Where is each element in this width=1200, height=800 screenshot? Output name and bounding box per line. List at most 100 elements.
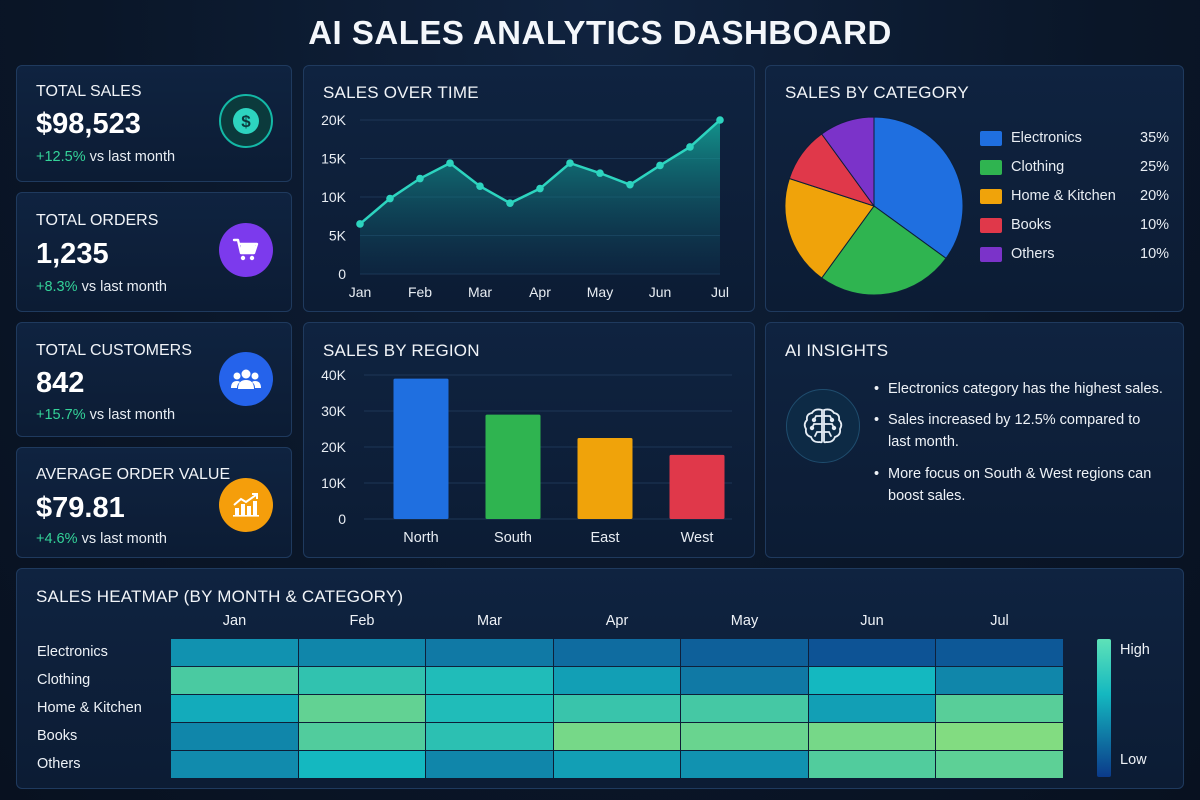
data-point: [506, 199, 514, 207]
heatmap-cell: [681, 667, 808, 694]
pie-slice: [820, 116, 875, 208]
legend-item: Books 10%: [980, 215, 1180, 235]
heatmap-cell: [681, 723, 808, 750]
heatmap-cell: [553, 751, 680, 778]
heatmap-cell: [553, 695, 680, 722]
data-point: [626, 180, 634, 189]
heatmap-cell: [808, 723, 935, 750]
x-tick-label: North: [403, 530, 438, 546]
legend-percent: 25%: [1140, 159, 1170, 175]
brain-icon: [786, 389, 860, 463]
heatmap-cell: [171, 695, 298, 722]
heatmap-low-label: Low: [1120, 752, 1147, 768]
card-title: SALES HEATMAP (BY MONTH & CATEGORY): [36, 587, 404, 606]
heatmap-row-label: Electronics: [37, 644, 108, 660]
heatmap-cell: [808, 751, 935, 778]
heatmap-cell: [171, 667, 298, 694]
y-tick-label: 20K: [321, 112, 347, 128]
heatmap-cell: [426, 667, 553, 694]
heatmap-cell: [936, 667, 1063, 694]
svg-text:$: $: [241, 112, 251, 131]
sales-by-category-card: SALES BY CATEGORY Electronics 35% Clothing…: [765, 65, 1184, 312]
kpi-value: 842: [36, 367, 85, 399]
data-point: [416, 174, 424, 183]
heatmap-column-label: Jul: [990, 613, 1009, 629]
heatmap-cell: [936, 639, 1063, 666]
x-tick-label: Jul: [711, 284, 729, 300]
data-point: [536, 184, 544, 193]
heatmap-color-scale: [1097, 639, 1111, 777]
y-tick-label: 30K: [321, 403, 347, 419]
insight-item: • Sales increased by 12.5% compared to la…: [874, 412, 1141, 450]
ai-insights-card: AI INSIGHTS • Electronics category has th…: [765, 322, 1184, 558]
sales-by-region-card: SALES BY REGION 0 10K 20K 30K 40K North South E…: [303, 322, 755, 558]
y-tick-label: 5K: [329, 228, 347, 244]
heatmap-cell: [681, 751, 808, 778]
x-tick-label: Apr: [529, 284, 551, 300]
heatmap-cell: [298, 639, 425, 666]
cart-icon: [219, 223, 273, 277]
heatmap-cell: [426, 695, 553, 722]
heatmap-cell: [808, 667, 935, 694]
y-tick-label: 0: [338, 266, 346, 282]
heatmap-cell: [298, 695, 425, 722]
sales-heatmap-card: SALES HEATMAP (BY MONTH & CATEGORY) Jan F…: [16, 568, 1184, 789]
legend-item: Others 10%: [980, 244, 1180, 264]
legend-percent: 20%: [1140, 188, 1170, 204]
heatmap-cell: [298, 751, 425, 778]
insight-item: • More focus on South & West regions can …: [874, 466, 1152, 504]
legend-item: Clothing 25%: [980, 157, 1180, 177]
dollar-icon: $: [219, 94, 273, 148]
heatmap-cell: [426, 639, 553, 666]
y-tick-label: 20K: [321, 439, 347, 455]
heatmap-cell: [681, 639, 808, 666]
heatmap-cell: [553, 723, 680, 750]
card-title: SALES BY CATEGORY: [785, 83, 969, 102]
kpi-card-total-sales: TOTAL SALES $98,523 +12.5% vs last month…: [16, 65, 292, 182]
insight-item: • Electronics category has the highest sa…: [874, 381, 1163, 397]
y-tick-label: 15K: [321, 151, 347, 167]
legend-label: Home & Kitchen: [1011, 188, 1116, 204]
kpi-label: TOTAL SALES: [36, 83, 142, 100]
heatmap-column-label: Jan: [222, 613, 247, 629]
heatmap-cell: [808, 639, 935, 666]
legend-item: Home & Kitchen 20%: [980, 186, 1180, 206]
x-tick-label: May: [587, 284, 613, 300]
heatmap-cell: [171, 751, 298, 778]
kpi-label: AVERAGE ORDER VALUE: [36, 466, 231, 483]
kpi-card-total-orders: TOTAL ORDERS 1,235 +8.3% vs last month: [16, 192, 292, 312]
legend-item: Electronics 35%: [980, 128, 1180, 148]
legend-percent: 10%: [1140, 246, 1170, 262]
bar: [485, 414, 541, 519]
x-tick-label: Feb: [408, 284, 432, 300]
sales-by-category-chart: [784, 116, 964, 296]
users-icon: [219, 352, 273, 406]
legend-swatch: [980, 217, 1002, 233]
heatmap-cell: [426, 723, 553, 750]
legend-swatch: [980, 130, 1002, 146]
heatmap-cell: [936, 751, 1063, 778]
heatmap-row-label: Home & Kitchen: [37, 700, 142, 716]
kpi-change: +4.6% vs last month: [36, 531, 167, 547]
heatmap-row-label: Clothing: [37, 672, 91, 688]
chart-growth-icon: [219, 478, 273, 532]
heatmap-column-label: Feb: [349, 613, 375, 629]
heatmap-column-label: Mar: [477, 613, 502, 629]
legend-swatch: [980, 188, 1002, 204]
data-point: [686, 143, 694, 151]
heatmap-row-label: Others: [37, 756, 81, 772]
kpi-card-average-order-value: AVERAGE ORDER VALUE $79.81 +4.6% vs last…: [16, 447, 292, 558]
legend-percent: 35%: [1140, 130, 1170, 146]
heatmap-cell: [171, 639, 298, 666]
heatmap-row-label: Books: [37, 728, 78, 744]
data-point: [716, 116, 724, 124]
sales-by-region-chart: 0 10K 20K 30K 40K North South East West: [321, 367, 732, 546]
data-point: [446, 159, 454, 167]
kpi-label: TOTAL ORDERS: [36, 212, 159, 229]
x-tick-label: Jun: [649, 284, 672, 300]
heatmap-high-label: High: [1120, 642, 1150, 658]
sales-over-time-chart: 0 5K 10K 15K 20K Jan Feb Mar Apr May Jun Jul: [321, 112, 729, 300]
heatmap-cell: [426, 751, 553, 778]
data-point: [596, 169, 604, 177]
x-tick-label: East: [590, 530, 619, 546]
